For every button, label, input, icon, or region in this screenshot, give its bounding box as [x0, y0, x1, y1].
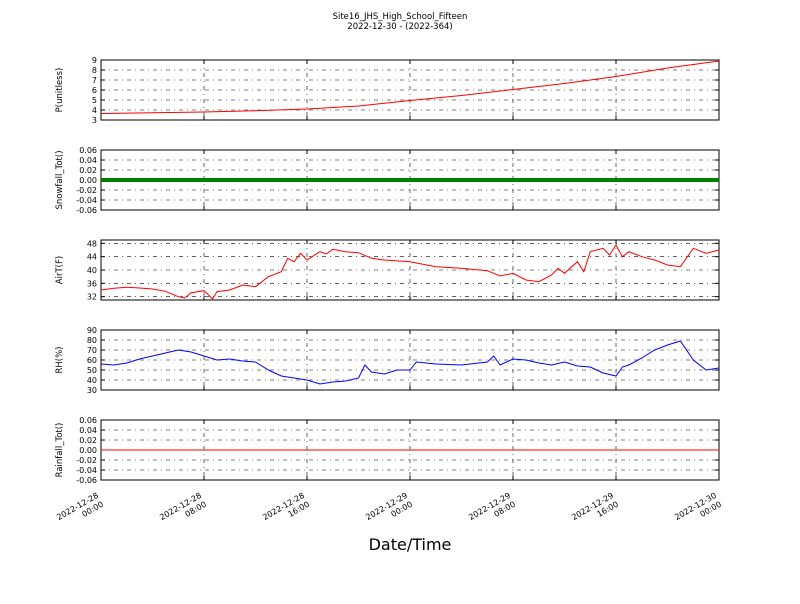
x-tick-label: 2022-12-2908:00 — [467, 491, 517, 531]
x-tick-labels: 2022-12-2800:00 2022-12-2808:00 2022-12-28… — [55, 491, 723, 531]
y-tick-label: 0.00 — [79, 446, 97, 455]
y-tick-label: 0.02 — [79, 166, 97, 175]
y-axis-label: AirT(F) — [55, 256, 65, 284]
y-tick-label: 60 — [87, 356, 97, 365]
y-tick-label: 44 — [87, 253, 97, 262]
chart-title: Site16_JHS_High_School_Fifteen — [333, 12, 468, 22]
series-line — [100, 244, 720, 300]
y-tick-label: 32 — [87, 293, 97, 302]
y-tick-label: 0.02 — [79, 436, 97, 445]
y-tick-label: 7 — [92, 76, 97, 85]
y-tick-label: 0.04 — [79, 156, 97, 165]
y-tick-label: 3 — [92, 116, 97, 125]
y-tick-label: -0.06 — [76, 206, 97, 215]
y-axis-label: P(unitless) — [55, 68, 65, 113]
y-tick-label: -0.06 — [76, 476, 97, 485]
y-tick-label: -0.02 — [76, 456, 97, 465]
x-tick-label: 2022-12-2800:00 — [55, 491, 105, 531]
y-axis-label: RH(%) — [55, 346, 65, 373]
chart-panel: -0.06-0.04-0.020.000.020.040.06 Snowfall_… — [55, 146, 720, 215]
chart-subtitle: 2022-12-30 - (2022-364) — [347, 22, 452, 32]
y-tick-label: 5 — [92, 96, 97, 105]
y-tick-label: 48 — [87, 239, 97, 248]
x-tick-label: 2022-12-2808:00 — [158, 491, 208, 531]
y-tick-label: 4 — [92, 106, 97, 115]
series-line — [100, 340, 720, 385]
x-tick-label: 2022-12-3000:00 — [673, 491, 723, 531]
chart-panels: 3456789P(unitless)-0.06-0.04-0.020.000.0… — [55, 56, 723, 531]
y-tick-label: 90 — [87, 326, 97, 335]
chart-panel: 32 36 40 44 48 AirT(F) — [55, 239, 720, 302]
y-tick-label: -0.04 — [76, 196, 97, 205]
y-axis-label: Snowfall_Tot() — [55, 150, 65, 209]
chart-panel: -0.06-0.04-0.020.000.020.040.06 Rainfall_… — [55, 416, 720, 485]
y-tick-label: 0.04 — [79, 426, 97, 435]
y-tick-label: 36 — [87, 279, 97, 288]
y-tick-label: -0.02 — [76, 186, 97, 195]
y-tick-label: 6 — [92, 86, 97, 95]
y-tick-label: 0.06 — [79, 146, 97, 155]
y-tick-label: 9 — [92, 56, 97, 65]
y-tick-label: 40 — [87, 376, 97, 385]
x-tick-label: 2022-12-2900:00 — [364, 491, 414, 531]
x-tick-label: 2022-12-2916:00 — [570, 491, 620, 531]
y-tick-label: 80 — [87, 336, 97, 345]
x-tick-label: 2022-12-2816:00 — [261, 491, 311, 531]
y-tick-label: 30 — [87, 386, 97, 395]
y-tick-label: 8 — [92, 66, 97, 75]
x-axis-label: Date/Time — [369, 535, 452, 554]
y-tick-label: 0.06 — [79, 416, 97, 425]
y-axis-label: Rainfall_Tot() — [55, 423, 65, 478]
y-tick-label: 50 — [87, 366, 97, 375]
y-tick-label: -0.04 — [76, 466, 97, 475]
y-tick-label: 70 — [87, 346, 97, 355]
y-tick-label: 0.00 — [79, 176, 97, 185]
series-line — [100, 60, 720, 114]
y-tick-label: 40 — [87, 266, 97, 275]
